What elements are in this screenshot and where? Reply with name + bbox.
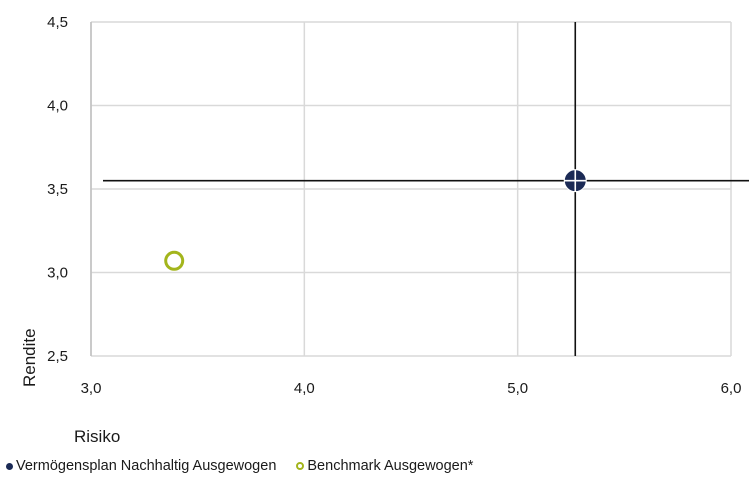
y-tick-label: 4,0: [47, 98, 68, 115]
horizontal-gridlines: [91, 21, 731, 357]
y-tick-label: 2,5: [47, 348, 68, 365]
legend-label-series-2: Benchmark Ausgewogen*: [307, 458, 474, 474]
y-tick-label: 4,5: [47, 14, 68, 31]
legend-item-series-2: Benchmark Ausgewogen*: [296, 458, 473, 474]
y-tick-label: 3,5: [47, 181, 68, 198]
legend-marker-series-1: [6, 462, 13, 470]
legend-label-series-1: Vermögensplan Nachhaltig Ausgewogen: [16, 458, 277, 474]
legend-marker-series-2: [296, 462, 305, 470]
x-axis-tick-labels: 3,0 4,0 5,0 6,0: [81, 380, 742, 397]
y-tick-label: 3,0: [47, 265, 68, 282]
x-tick-label: 5,0: [507, 380, 528, 397]
x-tick-label: 3,0: [81, 380, 102, 397]
x-axis-title: Risiko: [74, 427, 120, 446]
x-tick-label: 6,0: [721, 380, 742, 397]
y-axis-title: Rendite: [20, 328, 39, 387]
x-tick-label: 4,0: [294, 380, 315, 397]
data-points: [164, 169, 587, 271]
legend-item-series-1: Vermögensplan Nachhaltig Ausgewogen: [6, 458, 276, 474]
y-axis-tick-labels: 2,5 3,0 3,5 4,0 4,5: [47, 14, 68, 365]
legend: Vermögensplan Nachhaltig Ausgewogen Benc…: [6, 457, 473, 475]
data-point-series-2: [164, 250, 185, 271]
